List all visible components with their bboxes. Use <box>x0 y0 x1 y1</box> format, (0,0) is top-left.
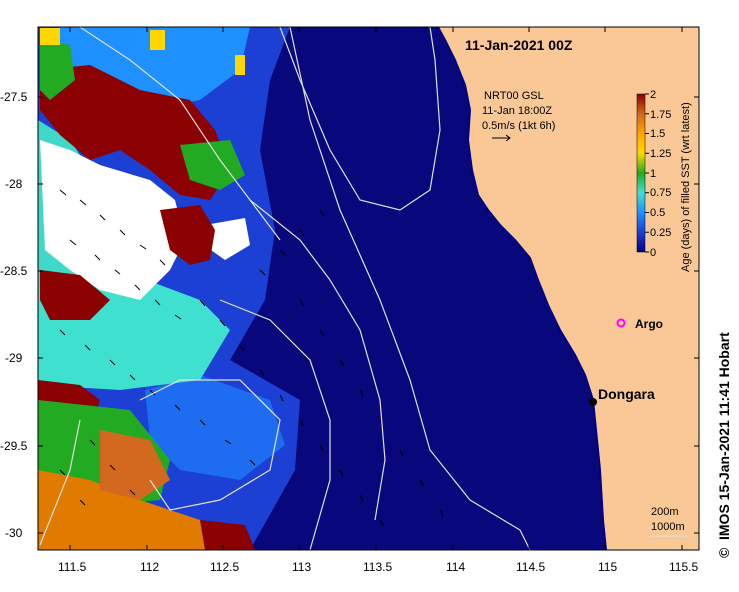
x-tick-label: 113.5 <box>363 560 392 574</box>
plot-frame <box>37 26 700 551</box>
brown-patch-south <box>100 430 170 500</box>
y-tick-label: -28 <box>5 177 23 191</box>
credit-line: IMOS 15-Jan-2021 11:41 Hobart <box>716 332 732 540</box>
white-cloud-patch <box>40 140 185 300</box>
dongara-marker <box>589 398 597 406</box>
colorbar-label-1.5: 1.5 <box>650 128 665 140</box>
x-tick-label: 111.5 <box>58 560 87 574</box>
x-tick-label: 115 <box>598 560 617 574</box>
y-tick-label: -28.5 <box>0 264 28 278</box>
current-legend-line3: 0.5m/s (1kt 6h) <box>482 120 555 132</box>
coastline <box>437 27 607 550</box>
colorbar: 2 1.75 1.5 1.25 1 0.75 0.5 0.25 0 Age (d… <box>636 89 692 272</box>
colorbar-title: Age (days) of filled SST (wrt latest) <box>680 102 692 272</box>
y-tick-label: -29 <box>5 351 23 365</box>
green-patch-north <box>40 40 75 100</box>
green-patch-mid <box>180 140 245 190</box>
land-mass <box>438 27 699 550</box>
current-legend-line2: 11-Jan 18:00Z <box>482 105 552 117</box>
isobath-west <box>79 27 281 241</box>
colorbar-label-1.25: 1.25 <box>650 148 671 160</box>
colorbar-scale <box>636 93 646 253</box>
colorbar-label-0.75: 0.75 <box>650 187 671 199</box>
y-tick-label: -29.5 <box>0 439 28 453</box>
isobath-outer <box>219 299 331 550</box>
map-plot-area: Dongara Argo NRT00 GSL 11-Jan 18:00Z 0.5… <box>38 27 699 550</box>
colorbar-label-0.25: 0.25 <box>650 227 671 239</box>
dark-red-patch-west <box>40 270 110 320</box>
current-legend-line1: NRT00 GSL <box>484 90 544 102</box>
x-axis: 111.5 112 112.5 113 113.5 114 114.5 115 … <box>58 27 698 574</box>
argo-label: Argo <box>635 317 663 331</box>
sst-age-field <box>38 27 300 550</box>
isobath-south <box>139 379 281 511</box>
colorbar-ticks <box>645 93 649 253</box>
dongara-label: Dongara <box>598 386 655 402</box>
x-tick-label: 114.5 <box>516 560 545 574</box>
map-title: 11-Jan-2021 00Z <box>465 37 573 53</box>
orange-patch-south <box>38 470 230 550</box>
current-vectors <box>59 189 444 527</box>
isobath-lines <box>39 27 531 550</box>
x-tick-label: 113 <box>292 560 311 574</box>
x-tick-label: 114 <box>446 560 465 574</box>
colorbar-label-1: 1 <box>650 168 656 180</box>
x-tick-label: 112 <box>140 560 159 574</box>
isobath-1000m <box>289 27 531 550</box>
isobath-200m <box>279 27 441 211</box>
colorbar-label-1.75: 1.75 <box>650 109 671 121</box>
isobath-legend-200m: 200m <box>651 506 679 518</box>
y-axis: -27.5 -28 -28.5 -29 -29.5 -30 <box>0 90 699 540</box>
colorbar-label-0.5: 0.5 <box>650 207 665 219</box>
x-tick-label: 115.5 <box>669 560 698 574</box>
y-tick-label: -30 <box>5 526 23 540</box>
blue-patch-south <box>145 375 285 480</box>
current-legend-arrow-icon <box>492 134 511 142</box>
dark-red-patch-mid <box>160 205 215 265</box>
isobath-southwest <box>39 419 81 546</box>
argo-marker <box>616 318 626 328</box>
colorbar-label-0: 0 <box>650 247 656 259</box>
isobath-legend-1000m: 1000m <box>651 521 685 533</box>
dark-red-patch-north <box>40 65 230 200</box>
colorbar-label-2: 2 <box>650 89 656 101</box>
copyright-icon: © <box>716 547 732 558</box>
x-tick-label: 112.5 <box>210 560 239 574</box>
white-cloud-small <box>205 218 250 260</box>
dark-red-patch-south-east <box>200 520 255 550</box>
y-tick-label: -27.5 <box>0 90 28 104</box>
isobath-inner <box>249 199 386 521</box>
blue-patch <box>60 27 250 110</box>
